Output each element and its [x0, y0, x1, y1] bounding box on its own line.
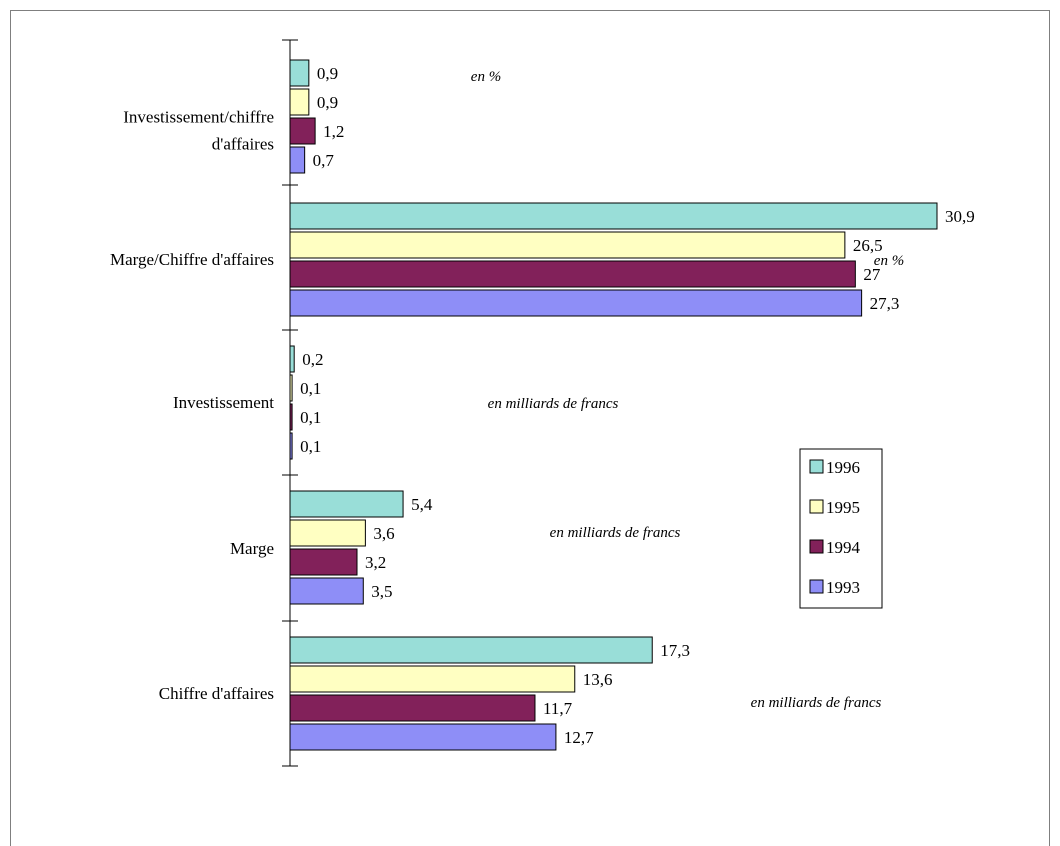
bar-1996-3 [289, 490, 404, 518]
value-label-1995-0: 0,9 [317, 93, 338, 112]
value-label-1993-0: 0,7 [313, 151, 335, 170]
unit-label-1: en % [874, 253, 904, 269]
unit-label-3: en milliards de francs [550, 525, 681, 541]
bar-1993-4 [289, 723, 557, 751]
bar-1995-3 [289, 519, 366, 547]
legend-label-1993: 1993 [826, 578, 860, 597]
category-label-1-line-0: Marge/Chiffre d'affaires [110, 250, 274, 269]
bar-1996-2 [289, 345, 295, 373]
bar-1996-0 [289, 59, 310, 87]
legend-label-1995: 1995 [826, 498, 860, 517]
value-label-1996-0: 0,9 [317, 64, 338, 83]
legend-swatch-1995 [809, 499, 824, 514]
legend-label-1994: 1994 [826, 538, 861, 557]
unit-label-2: en milliards de francs [488, 396, 619, 412]
category-label-0-line-0: Investissement/chiffre [123, 108, 274, 127]
legend: 1996 1995 1994 1993 [799, 448, 883, 609]
category-label-2-line-0: Investissement [173, 393, 274, 412]
value-label-1994-2: 0,1 [300, 408, 321, 427]
bar-1994-1 [289, 260, 856, 288]
category-label-0-line-1: d'affaires [212, 135, 274, 154]
legend-label-1996: 1996 [826, 458, 860, 477]
value-label-1995-4: 13,6 [583, 670, 613, 689]
value-label-1993-2: 0,1 [300, 437, 321, 456]
bar-1993-1 [289, 289, 863, 317]
legend-swatch-1996 [809, 459, 824, 474]
bar-1996-4 [289, 636, 653, 664]
value-label-1993-1: 27,3 [870, 294, 900, 313]
value-label-1993-3: 3,5 [371, 582, 392, 601]
value-label-1996-1: 30,9 [945, 207, 975, 226]
bar-1994-0 [289, 117, 316, 145]
unit-labels: en % en % en milliards de francs en milliar… [471, 69, 904, 711]
legend-swatch-1993 [809, 579, 824, 594]
bar-1993-2 [289, 432, 293, 460]
bar-1995-2 [289, 374, 293, 402]
value-label-1995-3: 3,6 [373, 524, 394, 543]
value-label-1994-4: 11,7 [543, 699, 573, 718]
bar-1994-3 [289, 548, 358, 576]
value-label-1996-2: 0,2 [302, 350, 323, 369]
category-labels: Investissement/chiffre d'affaires Marge/Ch… [110, 108, 274, 704]
value-label-1994-1: 27 [863, 265, 881, 284]
value-label-1996-3: 5,4 [411, 495, 433, 514]
unit-label-0: en % [471, 69, 501, 85]
bar-1995-1 [289, 231, 846, 259]
category-label-4-line-0: Chiffre d'affaires [159, 684, 274, 703]
value-labels: 0,9 0,9 1,2 0,7 30,9 26,5 27 27,3 0,2 0,1 0,1 0,1 5,… [300, 64, 975, 747]
bar-1996-1 [289, 202, 938, 230]
value-label-1994-3: 3,2 [365, 553, 386, 572]
bar-1995-0 [289, 88, 310, 116]
value-label-1994-0: 1,2 [323, 122, 344, 141]
bars [289, 59, 938, 751]
bar-1994-2 [289, 403, 293, 431]
value-label-1995-2: 0,1 [300, 379, 321, 398]
bar-1993-3 [289, 577, 364, 605]
value-label-1995-1: 26,5 [853, 236, 883, 255]
value-label-1996-4: 17,3 [660, 641, 690, 660]
unit-label-4: en milliards de francs [751, 695, 882, 711]
bar-1994-4 [289, 694, 536, 722]
value-label-1993-4: 12,7 [564, 728, 594, 747]
bar-1995-4 [289, 665, 576, 693]
bar-1993-0 [289, 146, 306, 174]
legend-swatch-1994 [809, 539, 824, 554]
category-label-3-line-0: Marge [230, 539, 274, 558]
